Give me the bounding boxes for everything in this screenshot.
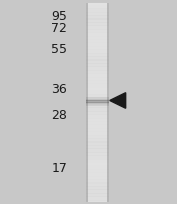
Bar: [86, 200, 109, 204]
Bar: [86, 138, 109, 143]
Bar: [86, 60, 109, 65]
Text: 17: 17: [51, 161, 67, 174]
Bar: [86, 64, 109, 68]
Bar: [86, 2, 109, 7]
Bar: [86, 101, 109, 105]
Polygon shape: [110, 93, 126, 109]
Bar: [86, 13, 109, 17]
Bar: [86, 47, 109, 51]
Bar: [86, 111, 109, 116]
Bar: [86, 183, 109, 187]
Bar: [86, 4, 109, 202]
Bar: [86, 98, 109, 102]
Bar: [86, 91, 109, 95]
Bar: [86, 193, 109, 197]
Bar: [86, 196, 109, 201]
Bar: [86, 99, 109, 101]
Bar: [88, 4, 107, 202]
Text: 28: 28: [51, 109, 67, 122]
Bar: [86, 26, 109, 31]
Bar: [86, 128, 109, 133]
Bar: [86, 40, 109, 44]
Bar: [86, 186, 109, 190]
Bar: [86, 152, 109, 156]
Bar: [86, 70, 109, 75]
Bar: [86, 169, 109, 173]
Bar: [86, 36, 109, 41]
Bar: [86, 94, 109, 99]
Bar: [86, 115, 109, 119]
Bar: [86, 9, 109, 14]
Bar: [86, 172, 109, 177]
Bar: [86, 77, 109, 82]
Bar: [86, 135, 109, 139]
Bar: [86, 16, 109, 20]
Bar: [86, 19, 109, 24]
Text: 95: 95: [51, 10, 67, 23]
Text: 36: 36: [52, 82, 67, 95]
Bar: [86, 142, 109, 146]
Bar: [86, 149, 109, 153]
Bar: [86, 84, 109, 88]
Bar: [86, 132, 109, 136]
Bar: [86, 145, 109, 150]
Bar: [86, 74, 109, 78]
Bar: [86, 23, 109, 27]
Bar: [86, 159, 109, 163]
Bar: [86, 118, 109, 122]
Bar: [86, 101, 109, 103]
Bar: [86, 121, 109, 126]
Bar: [86, 162, 109, 167]
Bar: [86, 50, 109, 54]
Text: 55: 55: [51, 42, 67, 55]
Bar: [86, 81, 109, 85]
Text: 72: 72: [51, 22, 67, 35]
Bar: [86, 155, 109, 160]
Bar: [86, 67, 109, 71]
Bar: [86, 103, 109, 105]
Bar: [86, 166, 109, 170]
Bar: [86, 6, 109, 10]
Bar: [86, 108, 109, 112]
Bar: [86, 176, 109, 180]
Bar: [86, 30, 109, 34]
Bar: [86, 98, 109, 100]
Bar: [86, 53, 109, 58]
Bar: [86, 179, 109, 184]
Bar: [86, 33, 109, 37]
Bar: [86, 0, 109, 3]
Bar: [86, 189, 109, 194]
Bar: [86, 57, 109, 61]
Bar: [86, 125, 109, 129]
Bar: [86, 43, 109, 48]
Bar: [86, 87, 109, 92]
Bar: [86, 104, 109, 109]
Bar: [86, 104, 109, 106]
